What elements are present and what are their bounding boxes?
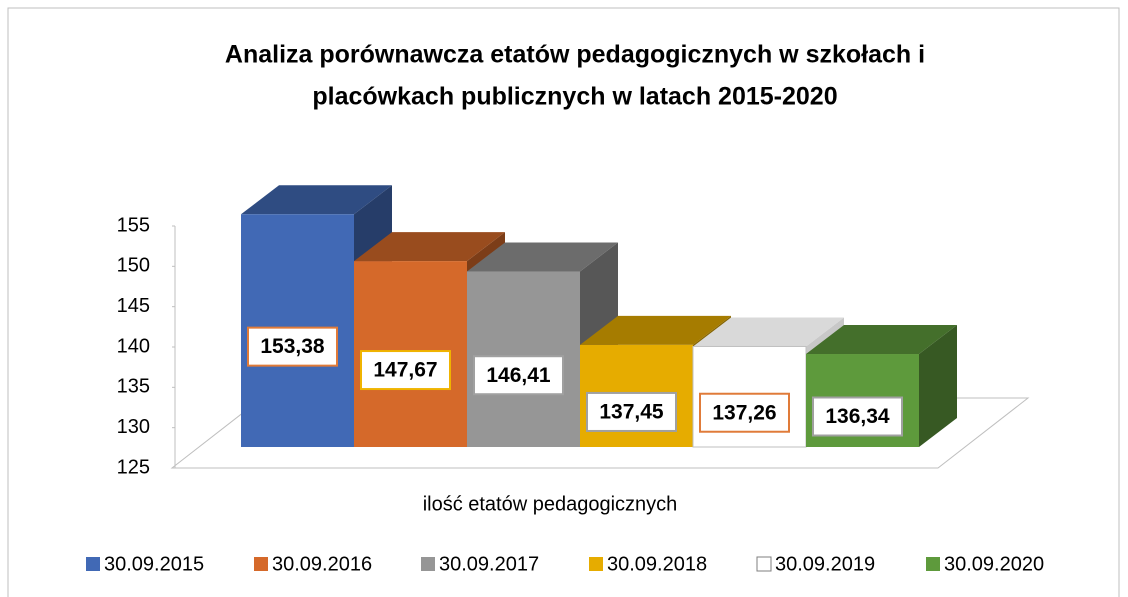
- data-label: 153,38: [260, 335, 325, 358]
- legend-swatch: [421, 557, 435, 571]
- data-label-box: [812, 396, 903, 437]
- y-tick-label: 145: [117, 295, 150, 317]
- data-label: 137,26: [712, 401, 776, 424]
- data-label-box: [247, 326, 338, 367]
- bar-top: [354, 232, 505, 262]
- chart-title: placówkach publicznych w latach 2015-202…: [312, 83, 837, 111]
- bar-top: [806, 325, 957, 355]
- legend-label: 30.09.2015: [104, 553, 204, 575]
- data-label-box: [586, 391, 677, 432]
- data-label-box: [360, 350, 451, 391]
- y-tick-label: 150: [117, 255, 150, 277]
- data-label: 146,41: [486, 364, 551, 387]
- floor: [170, 397, 1030, 469]
- y-tick-label: 140: [117, 335, 150, 357]
- bar-top: [693, 317, 844, 347]
- legend-label: 30.09.2016: [272, 553, 372, 575]
- bar-top: [580, 315, 731, 345]
- y-tick-label: 130: [117, 416, 150, 438]
- legend-label: 30.09.2020: [944, 553, 1044, 575]
- y-tick-label: 135: [117, 376, 150, 398]
- legend-swatch: [589, 557, 603, 571]
- data-label: 137,45: [599, 401, 664, 424]
- bar-top: [241, 185, 392, 215]
- data-label-box: [699, 392, 790, 433]
- x-category-label: ilość etatów pedagogicznych: [423, 493, 678, 515]
- y-tick-label: 125: [117, 456, 150, 478]
- y-tick-label: 155: [117, 214, 150, 236]
- legend-swatch: [926, 557, 940, 571]
- legend-swatch: [254, 557, 268, 571]
- data-label-box: [473, 355, 564, 396]
- data-label: 136,34: [825, 405, 890, 428]
- bar-top: [467, 242, 618, 272]
- legend-label: 30.09.2017: [439, 553, 539, 575]
- data-label: 147,67: [373, 359, 437, 382]
- legend-label: 30.09.2018: [607, 553, 707, 575]
- legend-swatch: [86, 557, 100, 571]
- bar-side: [919, 325, 957, 447]
- legend-swatch: [756, 556, 772, 572]
- chart-title: Analiza porównawcza etatów pedagogicznyc…: [225, 41, 925, 69]
- legend-label: 30.09.2019: [775, 553, 875, 575]
